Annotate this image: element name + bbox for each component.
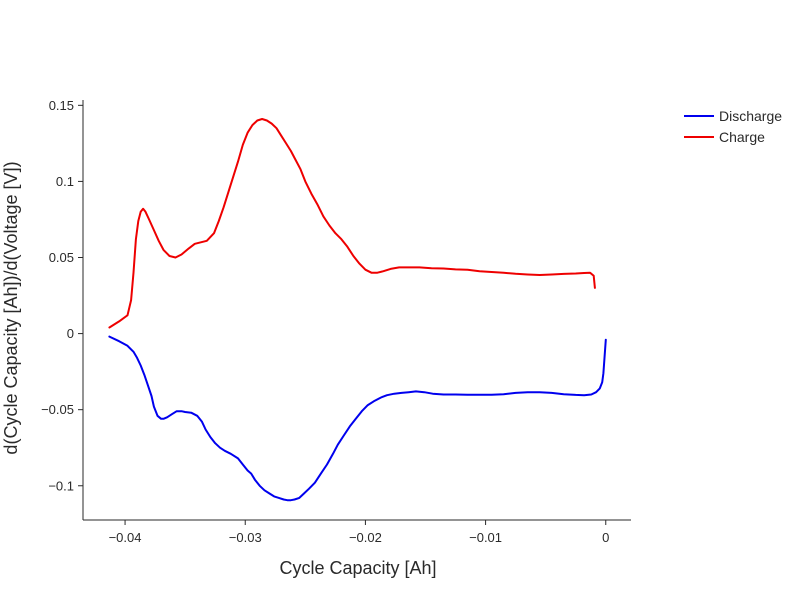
legend-item-discharge[interactable]: Discharge [684,108,782,124]
x-tick-label: −0.03 [229,530,262,545]
y-axis-title: d(Cycle Capacity [Ah])/d(Voltage [V]) [1,161,21,454]
legend: Discharge Charge [684,108,782,145]
legend-item-charge[interactable]: Charge [684,129,765,145]
x-tick-label: −0.04 [109,530,142,545]
y-tick-label: 0.1 [56,174,74,189]
y-tick-label: 0.15 [49,98,74,113]
y-tick-label: 0 [67,326,74,341]
x-tick-label: −0.01 [469,530,502,545]
series-line-charge [108,118,596,329]
legend-label: Discharge [719,108,782,124]
plot-area [108,118,607,502]
y-tick-label: −0.05 [41,402,74,417]
y-axis-ticks: −0.1 −0.05 0 0.05 0.1 0.15 [41,98,83,493]
legend-label: Charge [719,129,765,145]
x-tick-label: −0.02 [349,530,382,545]
series-line-discharge [108,335,607,502]
x-axis-ticks: −0.04 −0.03 −0.02 −0.01 0 [109,520,609,545]
y-tick-label: −0.1 [48,478,74,493]
x-tick-label: 0 [602,530,609,545]
y-tick-label: 0.05 [49,250,74,265]
x-axis-title: Cycle Capacity [Ah] [279,558,436,578]
